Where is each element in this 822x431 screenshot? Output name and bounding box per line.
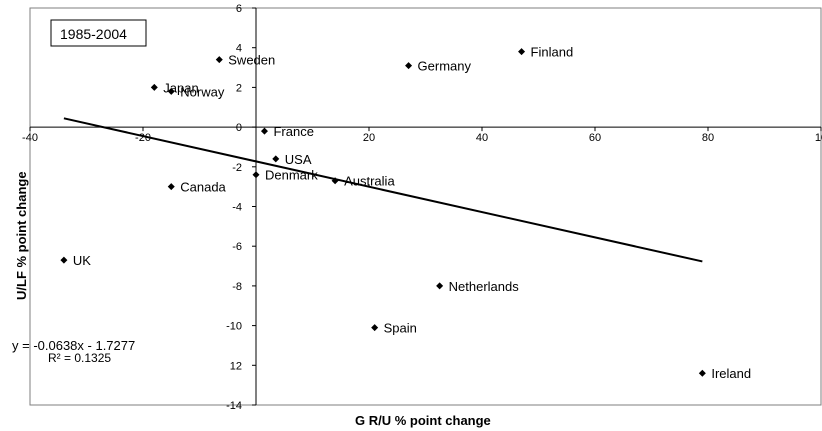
tick-marks	[29, 7, 822, 406]
data-point-marker	[60, 256, 68, 264]
y-tick-label: 2	[236, 82, 242, 94]
x-tick-label: 20	[363, 132, 375, 144]
data-point-marker	[405, 62, 413, 70]
data-point-marker	[167, 183, 175, 191]
data-point-label: Norway	[180, 84, 225, 99]
x-tick-label: 60	[589, 132, 601, 144]
data-point-label: UK	[73, 253, 91, 268]
data-point-label: Canada	[180, 180, 226, 195]
data-point-label: Spain	[384, 321, 417, 336]
y-tick-label: 0	[236, 122, 242, 134]
x-tick-label: 10	[815, 132, 822, 144]
data-point-label: Sweden	[228, 53, 275, 68]
x-axis-title: G R/U % point change	[355, 413, 491, 428]
y-tick-label: -8	[232, 281, 242, 293]
data-point-marker	[371, 324, 379, 332]
data-point-label: USA	[285, 152, 312, 167]
y-tick-label: -14	[226, 400, 242, 412]
data-point-label: Finland	[531, 45, 574, 60]
y-tick-label: -4	[232, 202, 242, 214]
y-tick-label: -6	[232, 241, 242, 253]
data-point-label: Denmark	[265, 168, 318, 183]
y-tick-label: 6	[236, 3, 242, 15]
data-point-label: Ireland	[711, 366, 751, 381]
x-tick-label: 80	[702, 132, 714, 144]
y-tick-label: 12	[230, 360, 242, 372]
trend-line	[63, 117, 703, 263]
y-axis-title: U/LF % point change	[14, 171, 29, 300]
data-point-label: France	[273, 124, 313, 139]
data-point-label: Australia	[344, 174, 395, 189]
data-point-label: Germany	[418, 59, 472, 74]
data-point-marker	[260, 127, 268, 135]
y-tick-label: -10	[226, 321, 242, 333]
x-tick-label: 40	[476, 132, 488, 144]
data-point-marker	[331, 177, 339, 185]
data-point-marker	[436, 282, 444, 290]
plot-area	[29, 7, 822, 406]
data-point-marker	[518, 48, 526, 56]
data-point-marker	[272, 155, 280, 163]
data-point-marker	[698, 369, 706, 377]
data-points: SwedenFinlandGermanyJapanNorwayFranceUSA…	[60, 45, 751, 381]
y-tick-label: 4	[236, 43, 242, 55]
data-point-marker	[167, 87, 175, 95]
data-point-marker	[252, 171, 260, 179]
data-point-label: Netherlands	[449, 279, 520, 294]
trendline-r-squared: R² = 0.1325	[48, 351, 111, 365]
y-tick-label: -2	[232, 162, 242, 174]
trendline-equation: y = -0.0638x - 1.7277	[12, 338, 135, 353]
period-label: 1985-2004	[60, 26, 127, 42]
data-point-marker	[150, 83, 158, 91]
data-point-marker	[215, 56, 223, 64]
period-label-box	[50, 19, 147, 47]
x-tick-label: -40	[22, 132, 38, 144]
